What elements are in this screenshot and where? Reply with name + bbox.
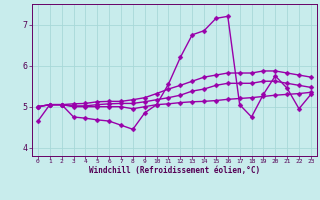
X-axis label: Windchill (Refroidissement éolien,°C): Windchill (Refroidissement éolien,°C) (89, 166, 260, 175)
